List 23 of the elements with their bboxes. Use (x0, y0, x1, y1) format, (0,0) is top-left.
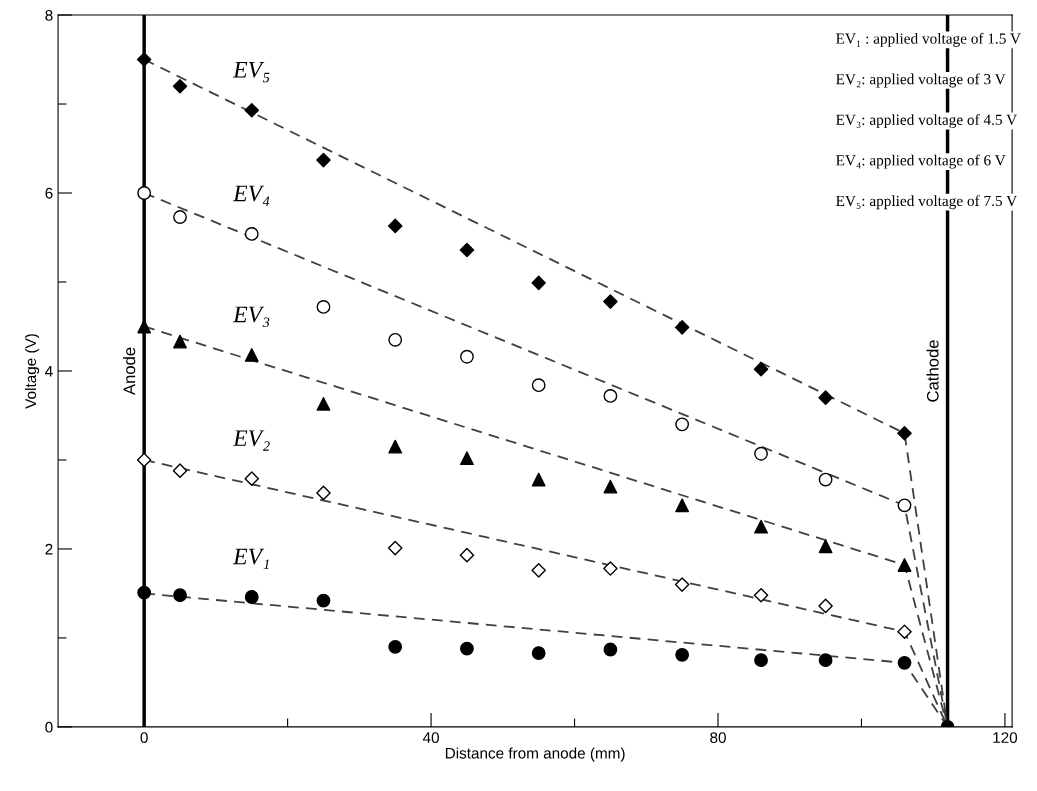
y-tick-label: 6 (45, 187, 53, 199)
x-axis-title: Distance from anode (mm) (445, 747, 625, 762)
annotation: EV₄: applied voltage of 6 V (836, 154, 1006, 169)
series-label: EV₃ (232, 306, 270, 328)
ref-line-label: Anode (123, 347, 136, 396)
series-label: EV₄ (232, 185, 270, 206)
annotation: EV₁ : applied voltage of 1.5 V (836, 32, 1021, 47)
x-tick-label: 40 (422, 732, 439, 744)
y-tick-label: 2 (45, 543, 53, 555)
x-tick-label: 120 (993, 732, 1018, 744)
series-label: EV₅ (232, 61, 270, 83)
x-tick-label: 0 (140, 732, 148, 744)
x-tick-label: 80 (710, 732, 726, 744)
y-tick-label: 4 (45, 366, 53, 377)
y-tick-label: 0 (45, 721, 53, 733)
ref-line-label: Cathode (926, 340, 939, 402)
annotation: EV₅: applied voltage of 7.5 V (836, 195, 1017, 210)
annotation: EV₂: applied voltage of 3 V (836, 73, 1006, 88)
y-tick-label: 8 (45, 9, 53, 21)
y-axis-title: Voltage (V) (24, 334, 40, 409)
annotation: EV₃: applied voltage of 4.5 V (836, 113, 1017, 129)
series-label: EV₁ (232, 548, 269, 569)
series-label: EV₂ (232, 430, 270, 451)
